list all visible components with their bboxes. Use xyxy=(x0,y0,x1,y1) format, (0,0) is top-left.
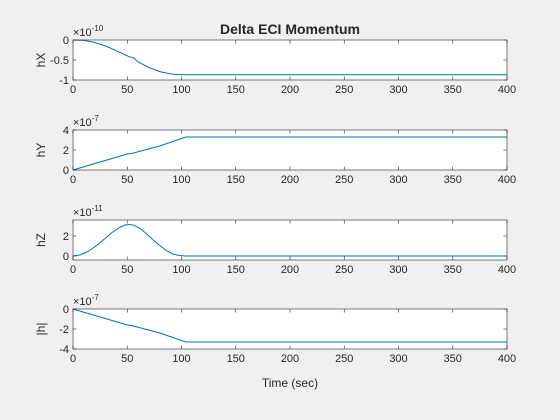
x-tick-label: 200 xyxy=(281,84,299,96)
plot-area xyxy=(73,309,507,349)
x-tick-label: 250 xyxy=(335,174,353,186)
exponent-base: ×10 xyxy=(73,117,92,129)
y-tick-label: 0 xyxy=(63,35,69,47)
y-tick-label: -2 xyxy=(59,324,69,336)
x-tick-label: 0 xyxy=(70,353,76,365)
x-tick-label: 400 xyxy=(498,84,516,96)
x-tick-label: 400 xyxy=(498,174,516,186)
plot-area xyxy=(73,220,507,260)
exponent-power: -7 xyxy=(92,293,100,302)
x-tick-label: 300 xyxy=(389,353,407,365)
x-tick-label: 250 xyxy=(335,353,353,365)
x-tick-label: 100 xyxy=(172,174,190,186)
y-axis-label: |h| xyxy=(34,323,48,336)
axes-4: 0 50 100 150 200 250 300 350 400 0 -2 -4 |h| ×10-7 xyxy=(34,293,516,365)
x-tick-label: 350 xyxy=(444,84,462,96)
series-line xyxy=(72,136,507,171)
axes-1: 0 50 100 150 200 250 300 350 400 0 -0.5 -1 hX ×10-10 xyxy=(34,24,516,96)
x-tick-label: 300 xyxy=(389,264,407,276)
y-exponent-label: ×10-7 xyxy=(73,293,99,308)
x-tick-label: 0 xyxy=(70,174,76,186)
plot-area xyxy=(73,40,507,80)
x-tick-label: 100 xyxy=(172,84,190,96)
x-tick-label: 400 xyxy=(498,264,516,276)
x-tick-label: 250 xyxy=(335,264,353,276)
y-exponent-label: ×10-11 xyxy=(73,204,103,219)
x-tick-label: 150 xyxy=(227,84,245,96)
x-tick-label: 300 xyxy=(389,174,407,186)
y-axis-label: hX xyxy=(34,53,48,68)
series-line xyxy=(72,223,507,257)
series-line xyxy=(72,308,507,343)
x-axis-label: Time (sec) xyxy=(262,376,318,390)
x-tick-label: 350 xyxy=(444,353,462,365)
x-tick-label: 350 xyxy=(444,174,462,186)
x-tick-label: 50 xyxy=(121,353,133,365)
exponent-base: ×10 xyxy=(73,27,92,39)
x-tick-label: 150 xyxy=(227,353,245,365)
y-axis-label: hY xyxy=(34,143,48,158)
axes-3: 0 50 100 150 200 250 300 350 400 0 2 hZ ×10-11 xyxy=(34,204,516,276)
y-exponent-label: ×10-10 xyxy=(73,24,104,39)
y-tick-label: -0.5 xyxy=(50,55,69,67)
x-tick-label: 200 xyxy=(281,353,299,365)
y-axis-label: hZ xyxy=(34,233,48,247)
figure-title: Delta ECI Momentum xyxy=(220,21,360,37)
y-exponent-label: ×10-7 xyxy=(73,114,99,129)
x-tick-label: 250 xyxy=(335,84,353,96)
y-tick-label: 0 xyxy=(63,304,69,316)
x-tick-label: 150 xyxy=(227,264,245,276)
exponent-power: -10 xyxy=(92,24,104,33)
series-line xyxy=(72,39,507,76)
y-tick-label: -1 xyxy=(59,75,69,87)
x-tick-label: 50 xyxy=(121,84,133,96)
axes-2: 0 50 100 150 200 250 300 350 400 0 2 4 hY ×10-7 xyxy=(34,114,516,186)
y-tick-label: 4 xyxy=(63,125,69,137)
x-tick-label: 200 xyxy=(281,264,299,276)
x-tick-label: 0 xyxy=(70,264,76,276)
y-tick-label: 2 xyxy=(63,145,69,157)
exponent-power: -7 xyxy=(92,114,100,123)
y-tick-label: 0 xyxy=(63,251,69,263)
x-tick-label: 50 xyxy=(121,174,133,186)
x-tick-label: 300 xyxy=(389,84,407,96)
y-tick-label: 2 xyxy=(63,231,69,243)
x-tick-label: 400 xyxy=(498,353,516,365)
x-tick-label: 350 xyxy=(444,264,462,276)
x-tick-label: 100 xyxy=(172,353,190,365)
x-tick-label: 100 xyxy=(172,264,190,276)
x-tick-label: 50 xyxy=(121,264,133,276)
exponent-base: ×10 xyxy=(73,296,92,308)
x-tick-label: 150 xyxy=(227,174,245,186)
y-tick-label: -4 xyxy=(59,344,69,356)
y-tick-label: 0 xyxy=(63,165,69,177)
plot-area xyxy=(73,130,507,170)
axes-container: 0 50 100 150 200 250 300 350 4000-0.5-1hX×10-100… xyxy=(34,24,516,365)
x-tick-label: 0 xyxy=(70,84,76,96)
exponent-power: -11 xyxy=(92,204,104,213)
x-tick-label: 200 xyxy=(281,174,299,186)
exponent-base: ×10 xyxy=(73,207,92,219)
